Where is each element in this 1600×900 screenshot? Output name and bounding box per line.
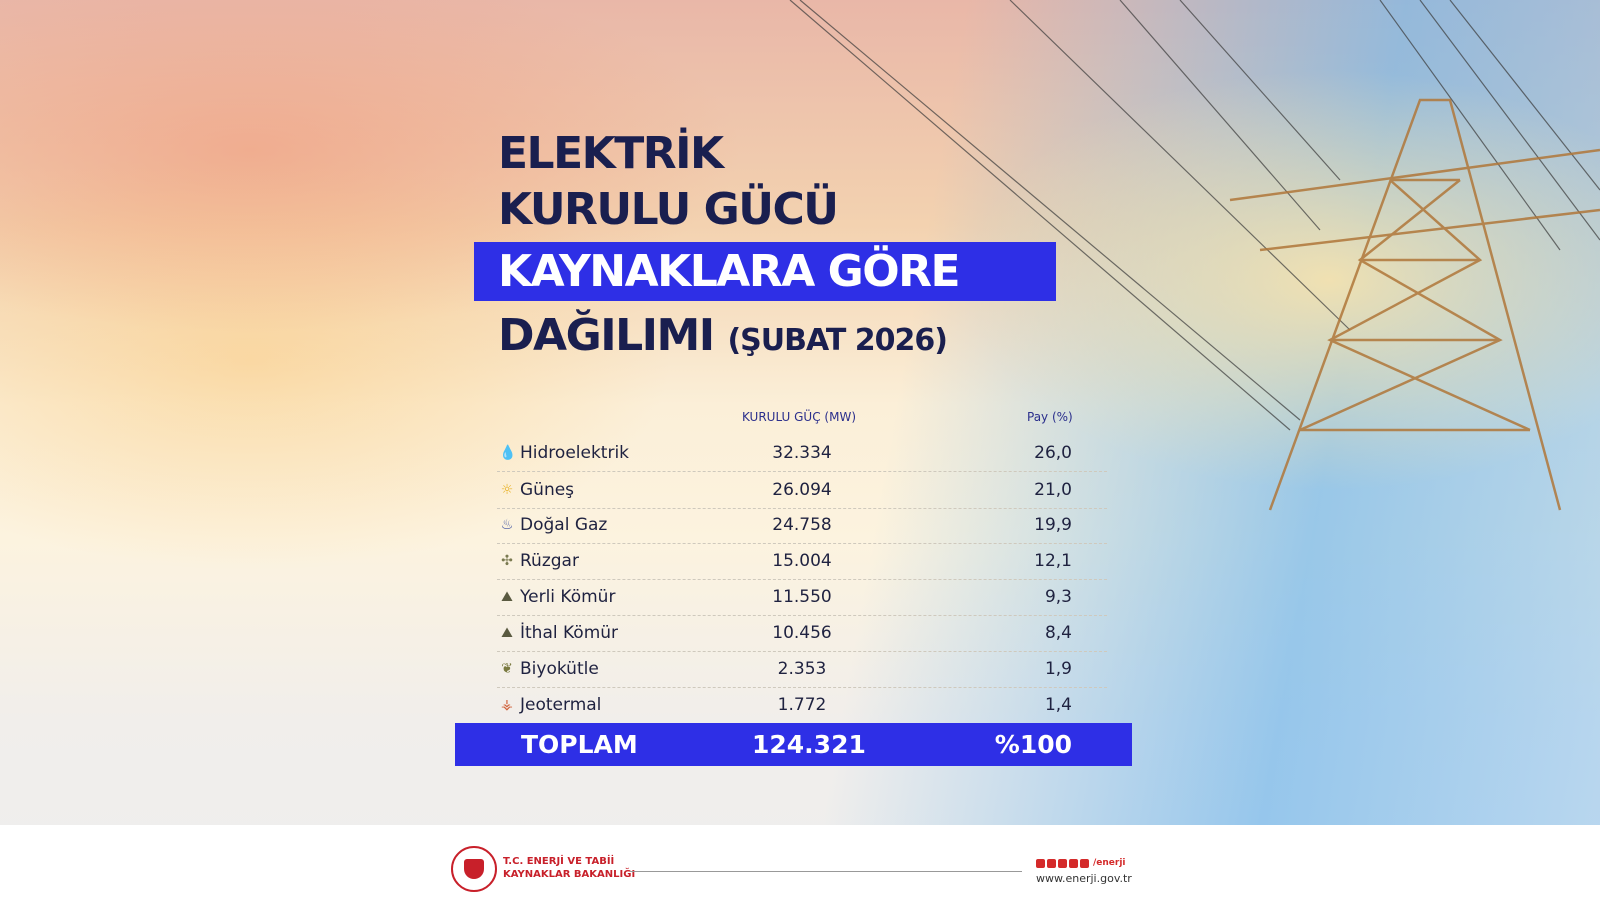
coal-icon: ⛰ xyxy=(501,625,513,641)
source-label: Biyokütle xyxy=(520,659,599,679)
title-line-3: KAYNAKLARA GÖRE xyxy=(498,246,961,297)
table-row: ⚶ Jeotermal 1.772 1,4 xyxy=(497,688,1107,724)
source-label: Rüzgar xyxy=(520,551,579,571)
capacity-value: 15.004 xyxy=(772,551,832,571)
capacity-value: 11.550 xyxy=(772,587,832,607)
flame-icon: ♨ xyxy=(500,517,514,533)
title-line-4: DAĞILIMI (ŞUBAT 2026) xyxy=(498,314,948,358)
linkedin-icon[interactable] xyxy=(1080,858,1089,868)
share-value: 1,9 xyxy=(1044,659,1072,679)
table-row: ♨ Doğal Gaz 24.758 19,9 xyxy=(497,508,1107,544)
coal-icon: ⛰ xyxy=(501,589,513,605)
facebook-icon[interactable] xyxy=(1047,858,1056,868)
table-row: ❦ Biyokütle 2.353 1,9 xyxy=(497,652,1107,688)
table-row: ☼ Güneş 26.094 21,0 xyxy=(497,473,1107,509)
share-value: 12,1 xyxy=(1034,551,1072,571)
total-capacity: 124.321 xyxy=(752,730,866,759)
title-line-2: KURULU GÜCÜ xyxy=(498,184,839,235)
ministry-logo xyxy=(451,846,497,892)
ministry-name-line-2: KAYNAKLAR BAKANLIĞI xyxy=(503,869,636,880)
source-label: Güneş xyxy=(520,480,575,500)
capacity-value: 24.758 xyxy=(772,515,832,535)
plant-icon: ❦ xyxy=(501,661,513,677)
website-link[interactable]: www.enerji.gov.tr xyxy=(1036,872,1132,885)
title-period: (ŞUBAT 2026) xyxy=(727,323,948,358)
footer: T.C. ENERJİ VE TABİİ KAYNAKLAR BAKANLIĞI … xyxy=(0,825,1600,900)
table-row: ⛰ İthal Kömür 10.456 8,4 xyxy=(497,616,1107,652)
x-icon[interactable] xyxy=(1058,858,1067,868)
capacity-value: 2.353 xyxy=(777,659,827,679)
sun-icon: ☼ xyxy=(500,482,514,498)
share-value: 9,3 xyxy=(1044,587,1072,607)
youtube-icon[interactable] xyxy=(1069,858,1078,868)
capacity-value: 26.094 xyxy=(772,480,832,500)
source-label: Hidroelektrik xyxy=(520,443,630,463)
share-value: 8,4 xyxy=(1044,623,1072,643)
share-value: 19,9 xyxy=(1034,515,1072,535)
source-label: Jeotermal xyxy=(520,695,602,715)
capacity-value: 1.772 xyxy=(777,695,827,715)
header-capacity: KURULU GÜÇ (MW) xyxy=(742,410,856,424)
geothermal-icon: ⚶ xyxy=(501,697,513,713)
title-highlight xyxy=(474,242,1056,301)
water-drop-icon: 💧 xyxy=(499,445,517,461)
instagram-icon[interactable] xyxy=(1036,858,1045,868)
share-value: 1,4 xyxy=(1044,695,1072,715)
total-row: TOPLAM 124.321 %100 xyxy=(455,723,1132,766)
power-tower-illustration xyxy=(789,0,1600,511)
social-links: /enerji xyxy=(1036,858,1126,868)
total-share: %100 xyxy=(994,730,1072,759)
title-line-1: ELEKTRİK xyxy=(498,128,724,179)
ministry-name: T.C. ENERJİ VE TABİİ KAYNAKLAR BAKANLIĞI xyxy=(503,855,635,881)
source-label: Doğal Gaz xyxy=(520,515,608,535)
header-share: Pay (%) xyxy=(1027,410,1073,424)
capacity-value: 32.334 xyxy=(772,443,832,463)
share-value: 26,0 xyxy=(1034,443,1072,463)
wind-turbine-icon: ✣ xyxy=(501,553,513,569)
title-line-4-text: DAĞILIMI xyxy=(498,310,715,361)
source-label: İthal Kömür xyxy=(520,623,619,643)
table-row: 💧 Hidroelektrik 32.334 26,0 xyxy=(497,436,1107,472)
share-value: 21,0 xyxy=(1034,480,1072,500)
capacity-value: 10.456 xyxy=(772,623,832,643)
footer-divider xyxy=(630,871,1022,872)
total-label: TOPLAM xyxy=(521,730,638,759)
table-row: ⛰ Yerli Kömür 11.550 9,3 xyxy=(497,580,1107,616)
social-handle: /enerji xyxy=(1093,858,1126,868)
ministry-name-line-1: T.C. ENERJİ VE TABİİ xyxy=(503,856,615,867)
source-label: Yerli Kömür xyxy=(520,587,616,607)
table-row: ✣ Rüzgar 15.004 12,1 xyxy=(497,544,1107,580)
